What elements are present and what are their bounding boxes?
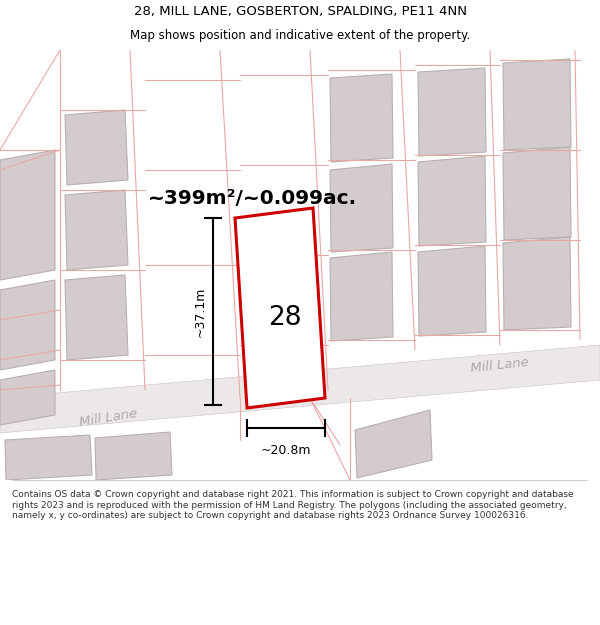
Text: Mill Lane: Mill Lane (78, 407, 138, 429)
Polygon shape (355, 410, 432, 478)
Polygon shape (330, 164, 393, 252)
Text: Map shows position and indicative extent of the property.: Map shows position and indicative extent… (130, 29, 470, 42)
Polygon shape (503, 147, 571, 240)
Polygon shape (235, 208, 325, 408)
Polygon shape (418, 246, 486, 336)
Text: ~37.1m: ~37.1m (194, 286, 207, 337)
Polygon shape (0, 370, 55, 425)
Polygon shape (503, 59, 571, 150)
Text: 28: 28 (268, 305, 302, 331)
Polygon shape (0, 345, 600, 433)
Text: ~20.8m: ~20.8m (261, 444, 311, 457)
Polygon shape (5, 435, 92, 480)
Polygon shape (0, 150, 55, 280)
Text: Mill Lane: Mill Lane (470, 356, 530, 374)
Polygon shape (65, 110, 128, 185)
Polygon shape (503, 237, 571, 330)
Polygon shape (65, 275, 128, 360)
Polygon shape (95, 432, 172, 480)
Polygon shape (330, 74, 393, 162)
Text: Contains OS data © Crown copyright and database right 2021. This information is : Contains OS data © Crown copyright and d… (12, 490, 574, 520)
Polygon shape (330, 252, 393, 341)
Text: ~399m²/~0.099ac.: ~399m²/~0.099ac. (148, 189, 357, 208)
Polygon shape (65, 190, 128, 270)
Polygon shape (0, 280, 55, 370)
Polygon shape (418, 156, 486, 246)
Text: 28, MILL LANE, GOSBERTON, SPALDING, PE11 4NN: 28, MILL LANE, GOSBERTON, SPALDING, PE11… (133, 4, 467, 18)
Polygon shape (418, 68, 486, 156)
